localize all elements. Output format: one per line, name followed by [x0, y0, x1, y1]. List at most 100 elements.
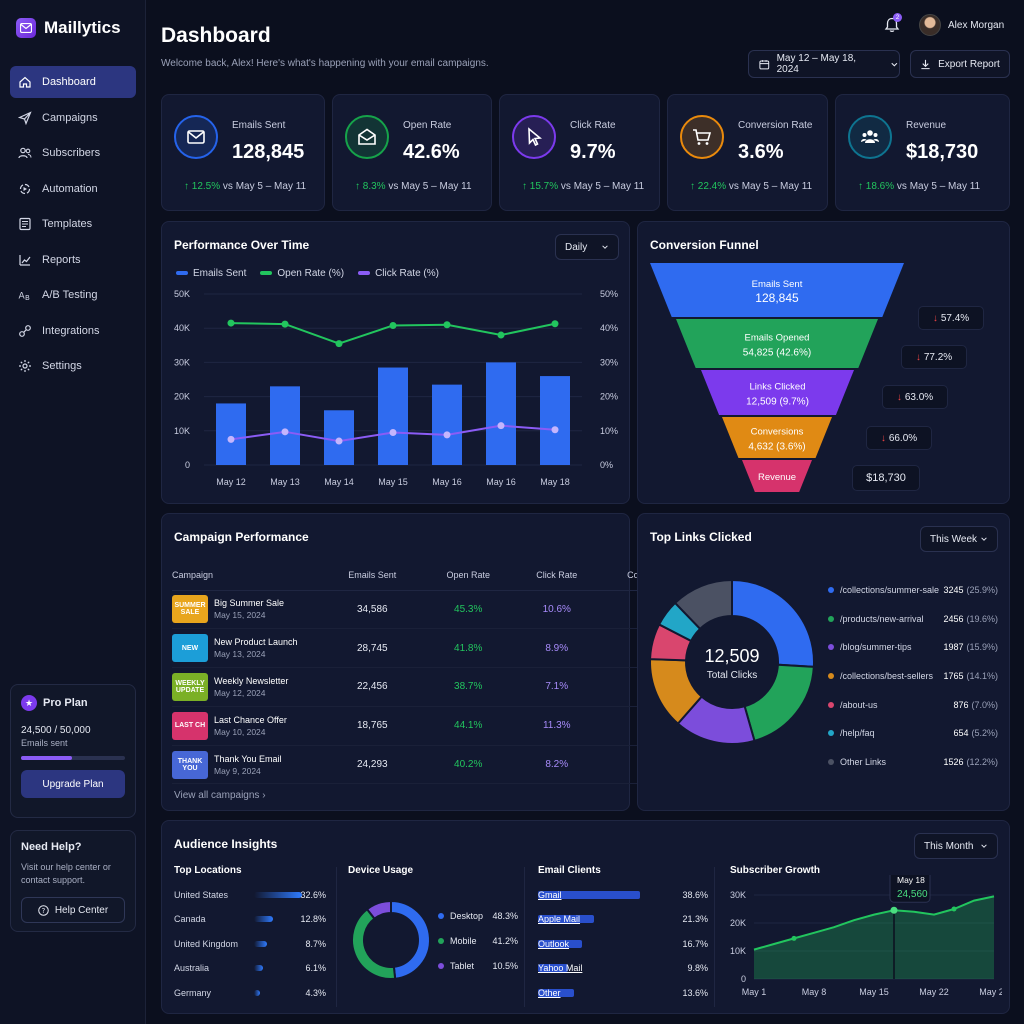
list-item[interactable]: Other Links 1526 (12.2%) — [828, 748, 998, 777]
legend-open-rate[interactable]: Open Rate (%) — [260, 268, 344, 279]
arrow-up-icon: ↑ — [522, 181, 530, 192]
kpi-label: Emails Sent — [232, 120, 286, 131]
audience-period-label: This Month — [924, 840, 974, 852]
sidebar-item-label: Settings — [42, 360, 82, 372]
device-legend-item[interactable]: Tablet 10.5% — [438, 961, 518, 971]
point-open-rate — [227, 319, 235, 327]
link-pct: (19.6%) — [966, 613, 998, 624]
campaign-performance-panel: Campaign Performance Campaign Emails Sent… — [161, 513, 780, 811]
list-item[interactable]: /blog/summer-tips 1987 (15.9%) — [828, 633, 998, 662]
funnel-stage — [701, 370, 854, 415]
y-tick-label: 20K — [174, 392, 190, 402]
brand[interactable]: Maillytics — [16, 18, 121, 38]
kpi-card-revenue[interactable]: Revenue $18,730 ↑ 18.6% vs May 5 – May 11 — [835, 94, 1010, 211]
location-name: Germany — [174, 987, 212, 998]
list-item[interactable]: /collections/summer-sale 3245 (25.9%) — [828, 576, 998, 605]
sidebar-item-label: Templates — [42, 218, 93, 230]
help-title: Need Help? — [21, 841, 82, 853]
funnel-stage-value: 54,825 (42.6%) — [743, 348, 811, 359]
list-item[interactable]: /about-us 876 (7.0%) — [828, 690, 998, 719]
sidebar-item-automation[interactable]: Automation — [10, 173, 136, 205]
upgrade-plan-button[interactable]: Upgrade Plan — [21, 770, 125, 798]
link-path: /collections/summer-sale — [840, 585, 940, 596]
kpi-label: Click Rate — [570, 120, 616, 131]
sidebar-item-a-b-testing[interactable]: A B A/B Testing — [10, 279, 136, 311]
audience-period-select[interactable]: This Month — [914, 833, 998, 859]
link-path: /blog/summer-tips — [840, 642, 912, 653]
list-item[interactable]: /collections/best-sellers 1765 (14.1%) — [828, 662, 998, 691]
highlight-point — [890, 906, 898, 914]
device-name: Desktop — [450, 911, 484, 921]
home-icon — [19, 76, 31, 88]
funnel-panel: Conversion Funnel Emails Sent 128,845 Emai… — [637, 221, 1010, 504]
kpi-delta: ↑ 8.3% vs May 5 – May 11 — [355, 181, 472, 192]
kpi-card-emails-sent[interactable]: Emails Sent 128,845 ↑ 12.5% vs May 5 – May… — [161, 94, 325, 211]
location-name: Canada — [174, 914, 206, 925]
sidebar-item-subscribers[interactable]: Subscribers — [10, 137, 136, 169]
sidebar-item-label: Integrations — [42, 324, 100, 337]
cell-open-rate: 40.2% — [422, 745, 514, 785]
campaign-name: Thank You Email — [214, 753, 282, 764]
legend-emails-sent[interactable]: Emails Sent — [176, 268, 246, 279]
sidebar-item-label: Subscribers — [42, 147, 101, 159]
sidebar-nav: Dashboard Campaigns Subscribers Automation T… — [10, 66, 136, 386]
cell-emails-sent: 18,765 — [322, 706, 423, 746]
point-click-rate — [335, 437, 343, 445]
column-header[interactable]: Emails Sent — [322, 560, 423, 591]
link-pct: (7.0%) — [971, 699, 998, 710]
kpi-card-click-rate[interactable]: Click Rate 9.7% ↑ 15.7% vs May 5 – May 11 — [499, 94, 660, 211]
help-center-button[interactable]: ? Help Center — [21, 897, 125, 923]
list-item[interactable]: /products/new-arrival 2456 (19.6%) — [828, 605, 998, 634]
view-all-campaigns-link[interactable]: View all campaigns › — [174, 790, 266, 801]
x-tick-label: May 14 — [324, 477, 354, 487]
point-click-rate — [443, 431, 451, 439]
cell-click-rate: 11.3% — [513, 706, 600, 746]
legend-dot — [828, 644, 834, 651]
links-period-select[interactable]: This Week — [920, 526, 998, 552]
email-client-pct: 38.6% — [682, 890, 708, 900]
cell-open-rate: 41.8% — [422, 628, 514, 669]
legend-dot — [828, 701, 834, 708]
page-title: Dashboard — [161, 24, 271, 47]
device-usage-title: Device Usage — [348, 865, 414, 876]
sidebar-item-settings[interactable]: Settings — [10, 350, 136, 382]
kpi-card-conversion-rate[interactable]: Conversion Rate 3.6% ↑ 22.4% vs May 5 – Ma… — [667, 94, 828, 211]
y2-tick-label: 10% — [600, 426, 618, 436]
sidebar-item-label: A/B Testing — [42, 289, 98, 301]
export-report-button[interactable]: Export Report — [910, 50, 1010, 78]
link-clicks: 1765 — [943, 671, 964, 682]
funnel-stage-label: Emails Opened — [745, 333, 810, 344]
sidebar-item-templates[interactable]: Templates — [10, 208, 136, 240]
y2-tick-label: 20% — [600, 392, 618, 402]
list-item[interactable]: /help/faq 654 (5.2%) — [828, 719, 998, 748]
location-pct: 4.3% — [305, 987, 326, 998]
campaign-thumbnail: NEW — [172, 634, 208, 663]
tooltip-date: May 18 — [897, 875, 925, 885]
sidebar-item-reports[interactable]: Reports — [10, 244, 136, 276]
divider — [524, 867, 525, 1007]
chevron-down-icon — [602, 245, 608, 249]
sidebar-item-integrations[interactable]: Integrations — [10, 315, 136, 347]
date-range-picker[interactable]: May 12 – May 18, 2024 — [748, 50, 900, 78]
user-menu[interactable]: Alex Morgan — [919, 14, 1004, 36]
legend-click-rate[interactable]: Click Rate (%) — [358, 268, 439, 279]
x-tick-label: May 8 — [802, 987, 827, 997]
bar-emails-sent — [486, 362, 516, 465]
divider — [714, 867, 715, 1007]
chevron-down-icon — [891, 62, 898, 67]
column-header[interactable]: Open Rate — [422, 560, 514, 591]
y2-tick-label: 50% — [600, 289, 618, 299]
device-legend-item[interactable]: Desktop 48.3% — [438, 911, 518, 921]
performance-period-select[interactable]: Daily — [555, 234, 619, 260]
kpi-card-open-rate[interactable]: Open Rate 42.6% ↑ 8.3% vs May 5 – May 11 — [332, 94, 492, 211]
bar-emails-sent — [540, 376, 570, 465]
column-header[interactable]: Click Rate — [513, 560, 600, 591]
sidebar-item-campaigns[interactable]: Campaigns — [10, 102, 136, 134]
device-legend-item[interactable]: Mobile 41.2% — [438, 936, 518, 946]
location-pct: 32.6% — [300, 890, 326, 900]
sidebar-item-dashboard[interactable]: Dashboard — [10, 66, 136, 98]
table-row[interactable]: NEW New Product Launch May 13, 2024 28,745 4… — [172, 628, 780, 669]
column-header[interactable]: Campaign — [172, 560, 322, 591]
funnel-stage — [650, 263, 904, 317]
app-name: Maillytics — [44, 18, 121, 37]
